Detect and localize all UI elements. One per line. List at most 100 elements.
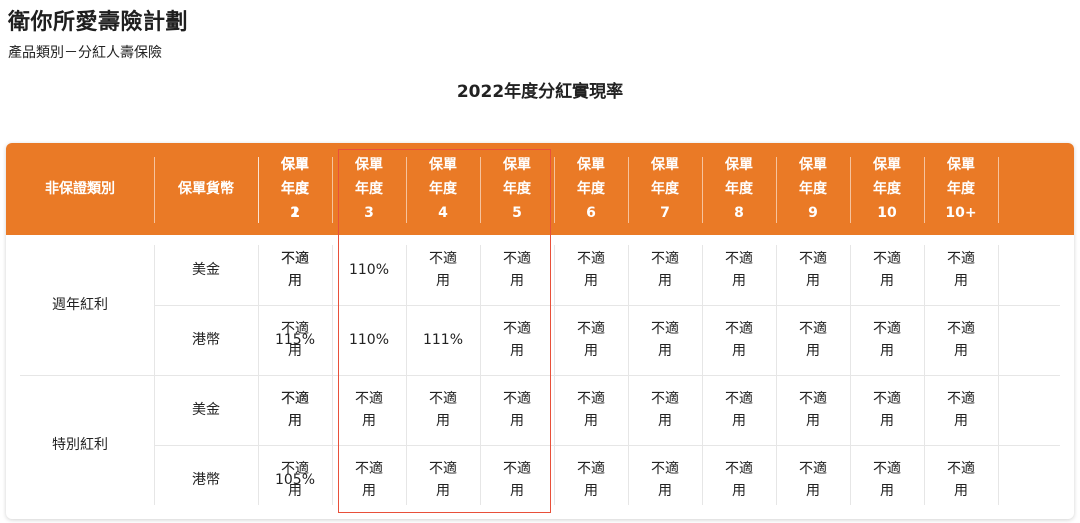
header-policy-year-7: 保單 年度 7 bbox=[628, 143, 702, 235]
rate-cell: 不適用 bbox=[924, 375, 998, 445]
header-separator bbox=[554, 157, 555, 223]
rate-cell: 115% bbox=[274, 332, 316, 348]
rate-cell: 不適用 bbox=[702, 445, 776, 515]
rate-text: 不適 bbox=[799, 391, 827, 407]
section-title: 2022年度分紅實現率 bbox=[456, 82, 624, 102]
rate-text: 不適 bbox=[799, 461, 827, 477]
rate-text: 不適 bbox=[947, 321, 975, 337]
column-divider bbox=[554, 245, 555, 505]
header-year-label-line1: 保單 bbox=[651, 157, 679, 173]
header-year-label-line2: 年度 bbox=[873, 181, 901, 197]
header-year-label-line1: 保單 bbox=[281, 157, 309, 173]
rate-text: 不適 bbox=[429, 251, 457, 267]
rate-cell: 不適用 bbox=[554, 235, 628, 305]
rate-cell: 不適用 bbox=[258, 305, 332, 375]
column-divider bbox=[154, 245, 155, 505]
rate-text: 不適 bbox=[873, 251, 901, 267]
rate-cell: 不適用 bbox=[702, 375, 776, 445]
header-year-label-line2: 年度 bbox=[725, 181, 753, 197]
rate-cell: 不適用 bbox=[628, 445, 702, 515]
header-year-label-line1: 保單 bbox=[429, 157, 457, 173]
rate-text: 不適 bbox=[947, 461, 975, 477]
rate-cell: 不適用 bbox=[924, 235, 998, 305]
header-year-number: 3 bbox=[364, 205, 374, 221]
rate-text: 用 bbox=[288, 343, 302, 359]
rate-cell: 不適用 bbox=[776, 235, 850, 305]
header-separator bbox=[154, 157, 155, 223]
rate-text: 用 bbox=[806, 273, 820, 289]
rate-cell: 不適用 bbox=[628, 305, 702, 375]
header-policy-year-1: 保單 年度 1 bbox=[258, 143, 332, 235]
header-separator bbox=[850, 157, 851, 223]
rate-text: 用 bbox=[510, 483, 524, 499]
column-divider bbox=[776, 245, 777, 505]
header-policy-year-9: 保單 年度 9 bbox=[776, 143, 850, 235]
rate-text: 用 bbox=[658, 343, 672, 359]
rate-cell: 110% bbox=[348, 332, 390, 348]
table-header: 非保證類別 保單貨幣 保單 年度 1 保單 年度 2 保單 年度 3 保單 年度 4 保單 年度 5 保單 年度 6 保… bbox=[6, 143, 1074, 235]
header-year-number: 1 bbox=[290, 205, 300, 221]
header-year-label-line1: 保單 bbox=[503, 157, 531, 173]
rate-text: 不適 bbox=[651, 391, 679, 407]
rate-cell: 不適用 bbox=[850, 375, 924, 445]
currency-cell: 美金 bbox=[192, 262, 220, 278]
column-divider bbox=[258, 245, 259, 505]
group-divider bbox=[20, 375, 1060, 376]
rate-text: 用 bbox=[288, 273, 302, 289]
header-year-label-line2: 年度 bbox=[577, 181, 605, 197]
rate-text: 用 bbox=[510, 343, 524, 359]
rate-cell: 不適用 bbox=[554, 445, 628, 515]
rate-cell: 不適用 bbox=[924, 305, 998, 375]
header-policy-year-5: 保單 年度 5 bbox=[480, 143, 554, 235]
rate-text: 用 bbox=[732, 273, 746, 289]
rate-text: 不適 bbox=[429, 391, 457, 407]
rate-text: 不適 bbox=[281, 251, 309, 267]
header-separator bbox=[998, 157, 999, 223]
column-divider bbox=[998, 245, 999, 505]
rate-cell: 不適用 bbox=[702, 305, 776, 375]
rate-text: 不適 bbox=[725, 461, 753, 477]
rate-text: 用 bbox=[362, 413, 376, 429]
column-divider bbox=[406, 245, 407, 505]
dividend-type-label: 特別紅利 bbox=[52, 437, 108, 453]
header-policy-year-10plus: 保單 年度 10+ bbox=[924, 143, 998, 235]
rate-text: 不適 bbox=[651, 321, 679, 337]
header-year-number: 9 bbox=[808, 205, 818, 221]
header-year-number: 4 bbox=[438, 205, 448, 221]
rate-text: 不適 bbox=[873, 461, 901, 477]
rate-text: 用 bbox=[288, 273, 302, 289]
rate-cell: 不適用 bbox=[554, 375, 628, 445]
rate-cell: 不適用 bbox=[702, 235, 776, 305]
rate-cell: 不適用 bbox=[258, 375, 332, 445]
rate-text: 用 bbox=[288, 483, 302, 499]
rate-text: 用 bbox=[288, 413, 302, 429]
rate-cell: 不適用 bbox=[258, 235, 332, 305]
header-year-number: 8 bbox=[734, 205, 744, 221]
header-separator bbox=[332, 157, 333, 223]
rate-text: 用 bbox=[584, 413, 598, 429]
product-title: 衛你所愛壽險計劃 bbox=[8, 10, 189, 35]
rate-text: 用 bbox=[436, 413, 450, 429]
rate-text: 不適 bbox=[725, 251, 753, 267]
rate-text: 不適 bbox=[651, 461, 679, 477]
rate-cell: 不適用 bbox=[406, 375, 480, 445]
rate-text: 用 bbox=[954, 343, 968, 359]
rate-cell: 110% bbox=[348, 262, 390, 278]
header-year-label-line2: 年度 bbox=[355, 181, 383, 197]
rate-text: 不適 bbox=[281, 461, 309, 477]
column-divider bbox=[924, 245, 925, 505]
rate-cell: 不適用 bbox=[850, 445, 924, 515]
rate-cell: 不適用 bbox=[776, 445, 850, 515]
header-policy-year-3: 保單 年度 3 bbox=[332, 143, 406, 235]
rate-text: 用 bbox=[954, 273, 968, 289]
rate-text: 不適 bbox=[281, 251, 309, 267]
header-separator bbox=[406, 157, 407, 223]
rate-text: 不適 bbox=[651, 251, 679, 267]
rate-text: 不適 bbox=[799, 321, 827, 337]
rate-cell: 不適用 bbox=[480, 235, 554, 305]
rate-cell: 不適用 bbox=[628, 235, 702, 305]
header-year-label-line1: 保單 bbox=[799, 157, 827, 173]
header-year-number: 7 bbox=[660, 205, 670, 221]
column-divider bbox=[702, 245, 703, 505]
rate-text: 不適 bbox=[873, 321, 901, 337]
